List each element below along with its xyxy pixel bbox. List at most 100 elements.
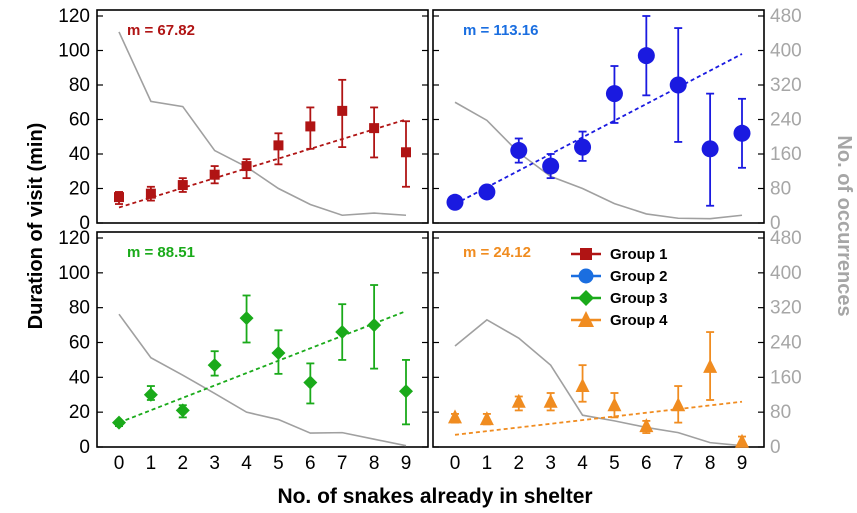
x-tick-label: 8 [369, 453, 380, 474]
legend-label: Group 4 [610, 312, 668, 329]
data-point [605, 85, 623, 103]
y-right-tick-label: 80 [770, 179, 791, 200]
data-point [177, 180, 188, 191]
y-tick-label: 60 [69, 110, 90, 131]
panel-2: 0 80 160 240 320 400 480 m = 113.16 [432, 6, 802, 234]
x-tick-label: 2 [177, 453, 188, 474]
y-right-tick-label: 400 [770, 263, 802, 284]
y-right-tick-label: 240 [770, 333, 802, 354]
legend-marker [578, 311, 594, 327]
legend-item-3: Group 3 [571, 290, 668, 307]
data-point [542, 157, 560, 175]
legend-marker [580, 248, 592, 260]
data-point [733, 124, 751, 142]
slope-label: m = 113.16 [463, 22, 538, 39]
legend-item-4: Group 4 [571, 311, 668, 329]
y-right-tick-label: 240 [770, 110, 802, 131]
x-axis-title: No. of snakes already in shelter [277, 485, 592, 508]
data-point [369, 123, 380, 134]
x-tick-label: 0 [114, 453, 125, 474]
x-tick-label: 2 [513, 453, 524, 474]
slope-label: m = 67.82 [127, 22, 195, 39]
y-tick-label: 60 [69, 333, 90, 354]
x-tick-label: 5 [609, 453, 620, 474]
occurrence-line [454, 101, 743, 220]
data-point [448, 409, 462, 424]
data-point [574, 138, 592, 156]
data-point [478, 183, 496, 201]
data-point [367, 318, 382, 333]
slope-label: m = 88.51 [127, 244, 195, 261]
data-point [511, 393, 526, 408]
occurrence-line [118, 313, 407, 447]
x-tick-label: 3 [545, 453, 556, 474]
legend: Group 1 Group 2 Group 3 Group 4 [571, 246, 668, 329]
panel-frame [432, 231, 765, 448]
data-point [273, 140, 284, 151]
y-right-tick-label: 160 [770, 144, 802, 165]
trend-line [118, 310, 407, 424]
x-tick-label: 9 [401, 453, 412, 474]
y-tick-label: 20 [69, 402, 90, 423]
data-point [114, 192, 124, 203]
legend-label: Group 3 [610, 290, 668, 307]
occurrence-line [454, 318, 743, 447]
y-axis-title-left: Duration of visit (min) [25, 123, 47, 330]
data-point [669, 76, 687, 94]
y-right-tick-label: 80 [770, 402, 791, 423]
data-point [479, 411, 494, 426]
data-point [112, 415, 126, 430]
data-point [271, 345, 286, 360]
data-point [399, 384, 413, 399]
data-point [145, 188, 156, 199]
data-point [543, 393, 558, 408]
y-tick-label: 20 [69, 179, 90, 200]
data-point [401, 147, 411, 158]
x-tick-label: 1 [146, 453, 157, 474]
legend-label: Group 1 [610, 246, 668, 263]
panel-frame [432, 9, 765, 224]
data-point [639, 418, 654, 433]
trend-line [118, 118, 407, 209]
trend-line [454, 400, 743, 436]
panel-frame [96, 9, 429, 224]
data-point [175, 403, 190, 418]
data-point [510, 142, 528, 160]
data-point [637, 47, 655, 65]
data-point [703, 358, 718, 373]
slope-label: m = 24.12 [463, 244, 531, 261]
data-point [735, 433, 749, 448]
data-point [239, 311, 254, 326]
x-tick-label: 5 [273, 453, 284, 474]
y-right-tick-label: 400 [770, 41, 802, 62]
y-tick-label: 80 [69, 75, 90, 96]
data-point [335, 325, 350, 340]
y-right-tick-label: 480 [770, 228, 802, 249]
y-tick-label: 120 [58, 228, 90, 249]
x-tick-label: 3 [209, 453, 220, 474]
x-tick-label: 7 [673, 453, 684, 474]
x-tick-label: 1 [482, 453, 493, 474]
x-tick-label: 8 [705, 453, 716, 474]
x-tick-label: 6 [305, 453, 316, 474]
y-tick-label: 0 [79, 213, 90, 234]
data-point [575, 378, 590, 393]
y-right-tick-label: 0 [770, 437, 781, 458]
panel-frame [96, 231, 429, 448]
data-point [671, 397, 686, 412]
x-tick-label: 4 [241, 453, 252, 474]
data-point [446, 193, 464, 211]
y-right-tick-label: 320 [770, 298, 802, 319]
y-tick-label: 100 [58, 263, 90, 284]
y-tick-label: 40 [69, 367, 90, 388]
trend-line [454, 53, 743, 205]
x-tick-label: 7 [337, 453, 348, 474]
x-tick-label: 0 [450, 453, 461, 474]
occurrence-line [118, 31, 407, 217]
panel-1: 0 20 40 60 80 100 120 m = 67.82 [58, 6, 429, 234]
data-point [209, 169, 220, 180]
